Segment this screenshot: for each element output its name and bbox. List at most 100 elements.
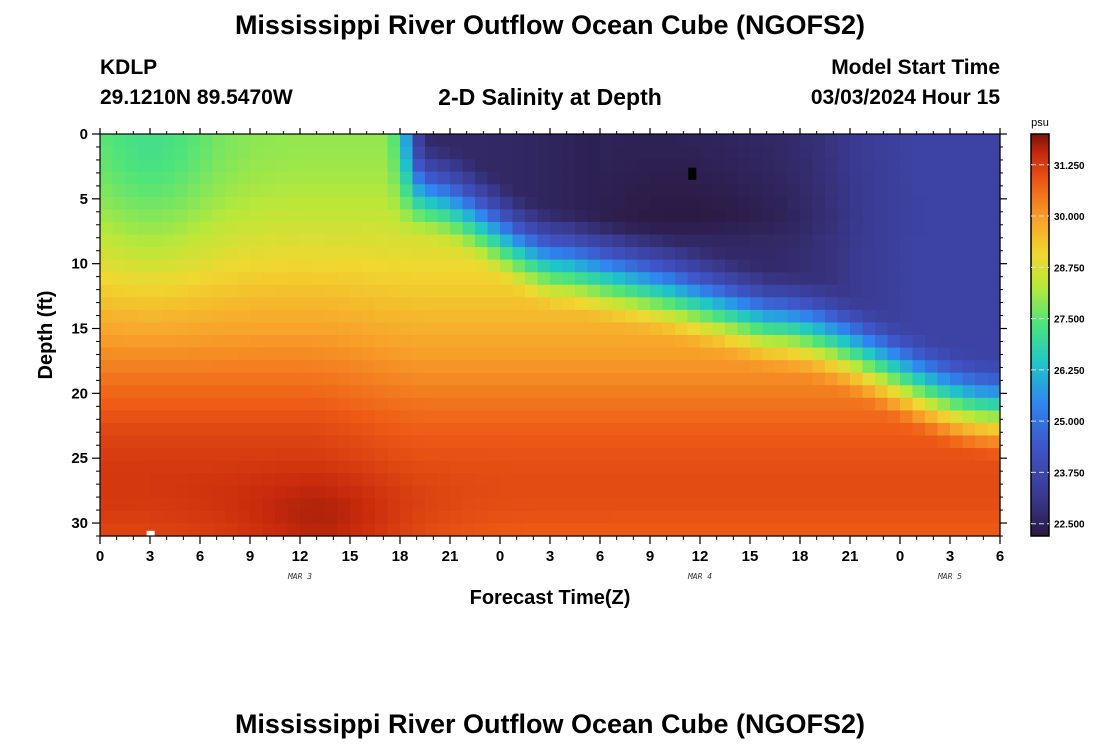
heatmap-cell [187,234,201,248]
heatmap-cell [187,159,201,173]
heatmap-cell [975,485,989,499]
heatmap-cell [512,360,526,374]
heatmap-cell [800,410,814,424]
heatmap-cell [237,322,251,336]
heatmap-cell [462,385,476,399]
heatmap-cell [462,297,476,311]
heatmap-cell [762,259,776,273]
heatmap-cell [525,485,539,499]
heatmap-cell [862,247,876,261]
heatmap-cell [662,372,676,386]
heatmap-cell [312,523,326,537]
heatmap-cell [950,460,964,474]
heatmap-cell [675,297,689,311]
heatmap-cell [837,523,851,537]
heatmap-cell [812,523,826,537]
heatmap-cell [550,385,564,399]
heatmap-cell [637,360,651,374]
heatmap-cell [812,510,826,525]
heatmap-cell [787,523,801,537]
heatmap-cell [675,397,689,411]
heatmap-cell [462,523,476,537]
heatmap-cell [762,448,776,462]
heatmap-cell [750,397,764,411]
heatmap-cell [187,385,201,399]
heatmap-cell [150,171,164,185]
heatmap-cell [712,196,726,210]
heatmap-cell [687,435,701,449]
heatmap-cell [837,259,851,273]
heatmap-cell [687,347,701,361]
heatmap-cell [937,284,951,298]
heatmap-cell [937,523,951,537]
marker-cell [688,167,697,180]
heatmap-cell [325,385,339,399]
heatmap-cell [925,335,939,349]
heatmap-cell [737,523,751,537]
heatmap-cell [625,196,639,210]
heatmap-cell [725,498,739,512]
heatmap-cell [437,247,451,261]
heatmap-cell [937,473,951,487]
heatmap-cell [850,473,864,487]
heatmap-cell [925,448,939,462]
heatmap-cell [437,184,451,198]
heatmap-cell [400,259,414,273]
heatmap-cell [137,171,151,185]
heatmap-cell [900,473,914,487]
heatmap-cell [287,221,301,236]
heatmap-cell [275,347,289,361]
colorbar-ticks: 31.25030.00028.75027.50026.25025.00023.7… [1031,161,1085,531]
heatmap-cell [737,498,751,512]
heatmap-cell [675,322,689,336]
heatmap-cell [912,397,926,411]
heatmap-cell [850,347,864,361]
y-tick-label: 10 [71,256,88,273]
heatmap-cell [250,184,264,198]
marker-cell [146,530,155,537]
heatmap-cell [575,247,589,261]
heatmap-cell [387,485,401,499]
heatmap-cell [625,410,639,424]
heatmap-cell [925,221,939,236]
heatmap-cell [650,510,664,525]
heatmap-cell [500,372,514,386]
heatmap-cell [575,385,589,399]
heatmap-cell [812,385,826,399]
heatmap-cell [287,397,301,411]
heatmap-cell [512,322,526,336]
heatmap-cell [975,297,989,311]
heatmap-cell [412,498,426,512]
heatmap-cell [225,146,239,160]
heatmap-cell [712,422,726,437]
heatmap-cell [937,134,951,148]
heatmap-cell [825,297,839,311]
heatmap-cell [612,397,626,411]
heatmap-cell [275,498,289,512]
heatmap-cell [750,498,764,512]
heatmap-cell [912,448,926,462]
date-label: MAR 3 [287,572,312,581]
heatmap-cell [875,498,889,512]
heatmap-cell [925,397,939,411]
heatmap-cell [525,360,539,374]
heatmap-cell [462,184,476,198]
heatmap-cell [962,209,976,223]
heatmap-cell [437,171,451,185]
heatmap-cell [312,309,326,324]
heatmap-cell [700,259,714,273]
heatmap-cell [700,523,714,537]
heatmap-cell [437,272,451,286]
heatmap-cell [500,146,514,160]
heatmap-cell [587,473,601,487]
heatmap-cell [412,385,426,399]
heatmap-cell [475,410,489,424]
heatmap-cell [200,397,214,411]
heatmap-cell [600,221,614,236]
heatmap-cell [462,397,476,411]
heatmap-cell [212,460,226,474]
heatmap-cell [137,397,151,411]
heatmap-cell [300,247,314,261]
heatmap-cell [212,523,226,537]
heatmap-cell [375,410,389,424]
